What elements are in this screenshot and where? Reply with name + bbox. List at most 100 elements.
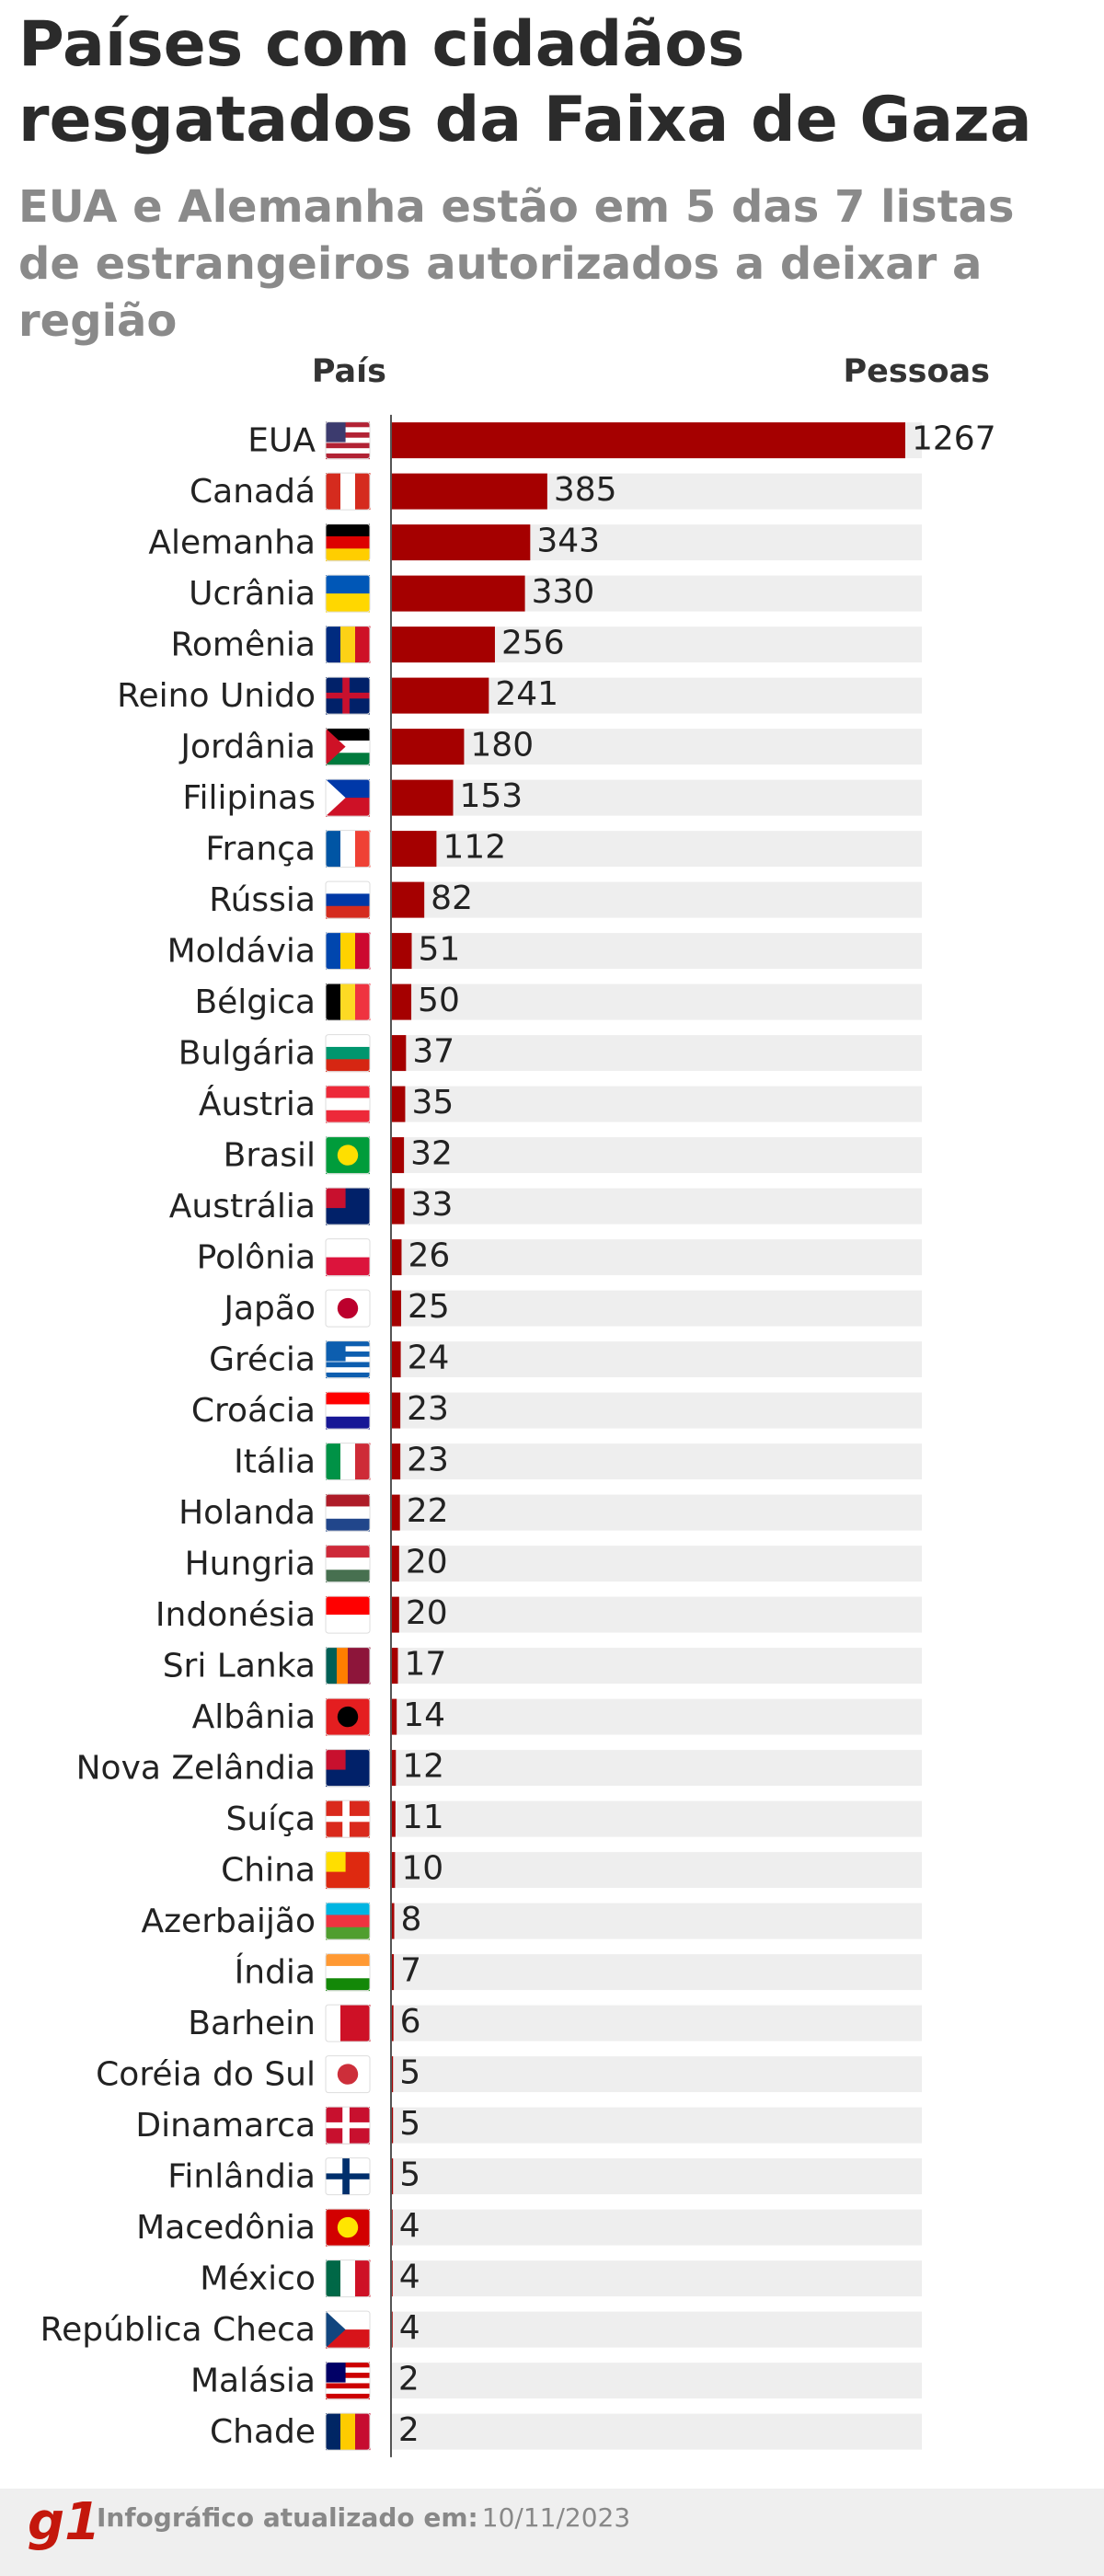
flag-stripe [326, 1443, 341, 1480]
flag-stripe [326, 1557, 370, 1570]
category-label: Holanda [178, 1494, 316, 1532]
value-label: 153 [460, 777, 523, 815]
bar-track [391, 1392, 922, 1429]
bar-track [391, 1341, 922, 1378]
value-label: 8 [401, 1901, 422, 1938]
bar [391, 1035, 407, 1072]
value-label: 330 [532, 573, 595, 611]
value-label: 4 [399, 2309, 420, 2347]
flag-stripe [326, 905, 370, 919]
bar [391, 524, 531, 561]
bar-track [391, 1698, 922, 1735]
flag [325, 1697, 371, 1736]
value-label: 26 [408, 1237, 450, 1275]
value-label: 23 [407, 1390, 449, 1428]
flag-stripe [326, 1098, 370, 1111]
flag [325, 1749, 371, 1788]
flag-stripe [326, 473, 341, 511]
bar [391, 627, 495, 663]
flag [325, 778, 371, 817]
flag-stripe [355, 626, 371, 663]
bar [391, 779, 454, 816]
flag-border [325, 1443, 371, 1481]
category-label: Dinamarca [135, 2107, 316, 2145]
bar-track [391, 881, 922, 918]
flag [325, 1493, 371, 1532]
flag-stripe [326, 1903, 370, 1915]
flag-stripe [326, 1647, 338, 1685]
category-label: Malásia [190, 2363, 316, 2400]
flag-border [325, 421, 371, 460]
category-label: Barhein [188, 2005, 316, 2042]
flag-stripe [355, 2260, 371, 2297]
flag-stripe [326, 1340, 370, 1347]
flag-stripe [355, 2413, 371, 2451]
flag-canton [326, 1188, 346, 1209]
flag [325, 1085, 371, 1123]
flag [325, 523, 371, 562]
flag [325, 1238, 371, 1277]
flag [325, 1034, 371, 1073]
flag-stripe [326, 932, 341, 970]
flag [325, 728, 371, 766]
flag-stripe [326, 1372, 370, 1379]
bar-track [391, 831, 922, 868]
flag-stripe [326, 2393, 370, 2400]
category-label: Suíça [225, 1800, 316, 1838]
value-label: 4 [399, 2207, 420, 2245]
value-label: 14 [403, 1696, 445, 1734]
flag-triangle [326, 779, 346, 817]
flag-stripe [326, 1545, 370, 1558]
flag-border [325, 1595, 371, 1634]
flag-border [325, 1136, 371, 1175]
flag [325, 1136, 371, 1175]
category-label: República Checa [40, 2311, 316, 2349]
flag [325, 2260, 371, 2298]
value-label: 385 [554, 471, 617, 509]
category-label: Sri Lanka [163, 1648, 316, 1685]
category-header: País [312, 353, 386, 390]
value-label: 12 [402, 1748, 444, 1786]
bar [391, 473, 547, 510]
bar [391, 1954, 395, 1991]
flag [325, 1800, 371, 1838]
value-label: 23 [407, 1442, 449, 1479]
flag-cross [326, 2173, 370, 2179]
value-label: 7 [400, 1952, 421, 1990]
flag-stripe [355, 830, 371, 868]
flag-stripe [326, 2383, 370, 2389]
flag-stripe [359, 1647, 371, 1685]
category-label: Nova Zelândia [76, 1750, 316, 1788]
value-label: 22 [407, 1492, 449, 1530]
value-label: 50 [418, 982, 460, 1019]
flag [325, 1647, 371, 1685]
category-label: Macedônia [136, 2209, 316, 2247]
flag-stripe [326, 523, 370, 537]
bar [391, 1852, 396, 1889]
flag-border [325, 1545, 371, 1583]
category-label: Bulgária [178, 1035, 316, 1073]
bar-track [391, 1954, 922, 1991]
bar-track [391, 1852, 922, 1889]
category-label: França [205, 831, 316, 868]
value-label: 5 [399, 2054, 420, 2092]
bar-track [391, 779, 922, 816]
flag [325, 1391, 371, 1430]
value-label: 241 [495, 675, 558, 713]
flag-circle [337, 1297, 359, 1319]
flag-border [325, 778, 371, 817]
chart-title: Países com cidadãos resgatados da Faixa … [18, 8, 1032, 156]
bar [391, 729, 465, 765]
flag-stripe [326, 1953, 370, 1967]
flag-stripe [340, 473, 356, 511]
bar [391, 677, 489, 714]
bar [391, 2158, 394, 2195]
value-label: 11 [402, 1799, 444, 1836]
bar-track [391, 2005, 922, 2041]
flag-border [325, 728, 371, 766]
bar [391, 1188, 405, 1225]
flag-stripe [326, 1356, 370, 1363]
flag-stripe [326, 1392, 370, 1405]
flag-stripe [340, 2005, 356, 2042]
flag-stripe [326, 1346, 370, 1352]
